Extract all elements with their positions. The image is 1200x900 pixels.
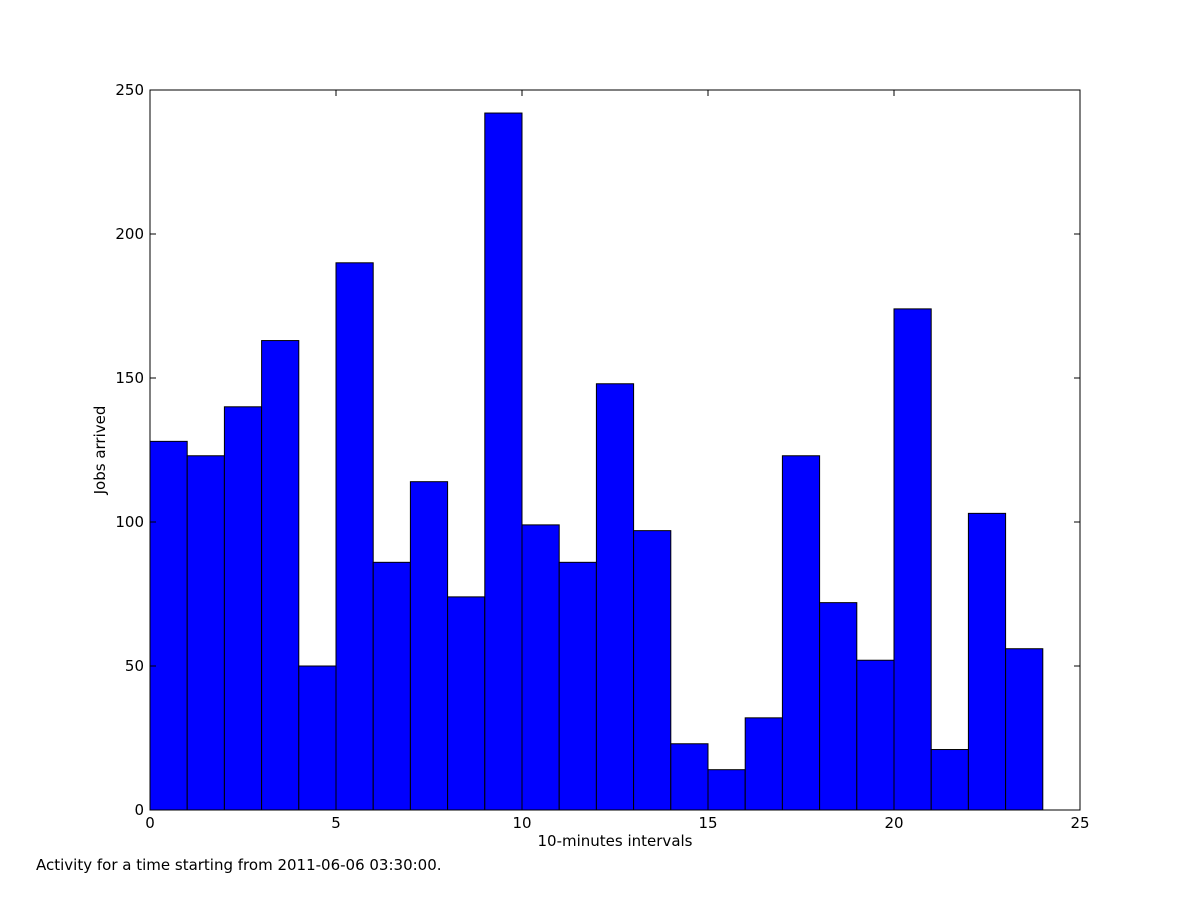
y-tick-label-200: 200 (115, 225, 144, 243)
bar-5 (335, 262, 374, 811)
bar-20 (893, 308, 932, 811)
x-tick-label-10: 10 (512, 814, 531, 832)
bar-2 (223, 406, 263, 811)
y-tick-label-250: 250 (115, 81, 144, 99)
bar-17 (781, 455, 821, 811)
x-tick-label-5: 5 (331, 814, 341, 832)
bar-3 (261, 340, 300, 811)
bar-14 (670, 743, 709, 811)
bar-11 (558, 561, 597, 811)
bar-10 (521, 524, 560, 811)
y-tick-label-150: 150 (115, 369, 144, 387)
bar-6 (372, 561, 411, 811)
y-axis-label: Jobs arrived (91, 406, 109, 496)
bars-group (149, 112, 1044, 811)
bar-7 (409, 481, 449, 811)
y-tick-label-100: 100 (115, 513, 144, 531)
y-tick-label-50: 50 (125, 657, 144, 675)
bar-9 (484, 112, 523, 811)
x-axis-label: 10-minutes intervals (538, 832, 693, 850)
bar-18 (819, 602, 858, 811)
chart-caption: Activity for a time starting from 2011-0… (36, 856, 442, 874)
plot-frame (149, 89, 1081, 811)
x-tick-label-0: 0 (145, 814, 155, 832)
bar-23 (1005, 648, 1044, 811)
bar-1 (186, 455, 225, 811)
x-tick-label-25: 25 (1070, 814, 1089, 832)
bar-15 (707, 769, 746, 811)
bar-21 (930, 749, 969, 811)
bar-22 (967, 512, 1007, 811)
x-tick-label-15: 15 (698, 814, 717, 832)
y-tick-label-0: 0 (134, 801, 144, 819)
bar-0 (149, 440, 188, 811)
bar-19 (856, 659, 895, 811)
bar-16 (744, 717, 783, 811)
bar-4 (298, 665, 337, 811)
x-tick-label-20: 20 (884, 814, 903, 832)
bar-12 (595, 383, 635, 811)
bar-13 (633, 530, 672, 811)
bar-8 (447, 596, 486, 811)
